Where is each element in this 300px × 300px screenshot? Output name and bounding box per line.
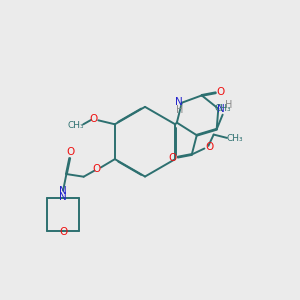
Text: O: O [205, 142, 213, 152]
Text: H: H [225, 100, 233, 110]
Text: O: O [67, 148, 75, 158]
Text: O: O [92, 164, 101, 174]
Text: N: N [58, 186, 66, 196]
Text: N: N [175, 97, 182, 107]
Text: CH₃: CH₃ [67, 121, 84, 130]
Text: N: N [217, 104, 225, 114]
Text: H: H [176, 105, 184, 115]
Text: N: N [59, 192, 67, 202]
Text: O: O [216, 87, 224, 97]
Text: O: O [59, 227, 67, 237]
Text: CH₃: CH₃ [215, 104, 232, 113]
Text: CH₃: CH₃ [226, 134, 243, 143]
Text: O: O [89, 114, 98, 124]
Text: O: O [168, 153, 177, 163]
